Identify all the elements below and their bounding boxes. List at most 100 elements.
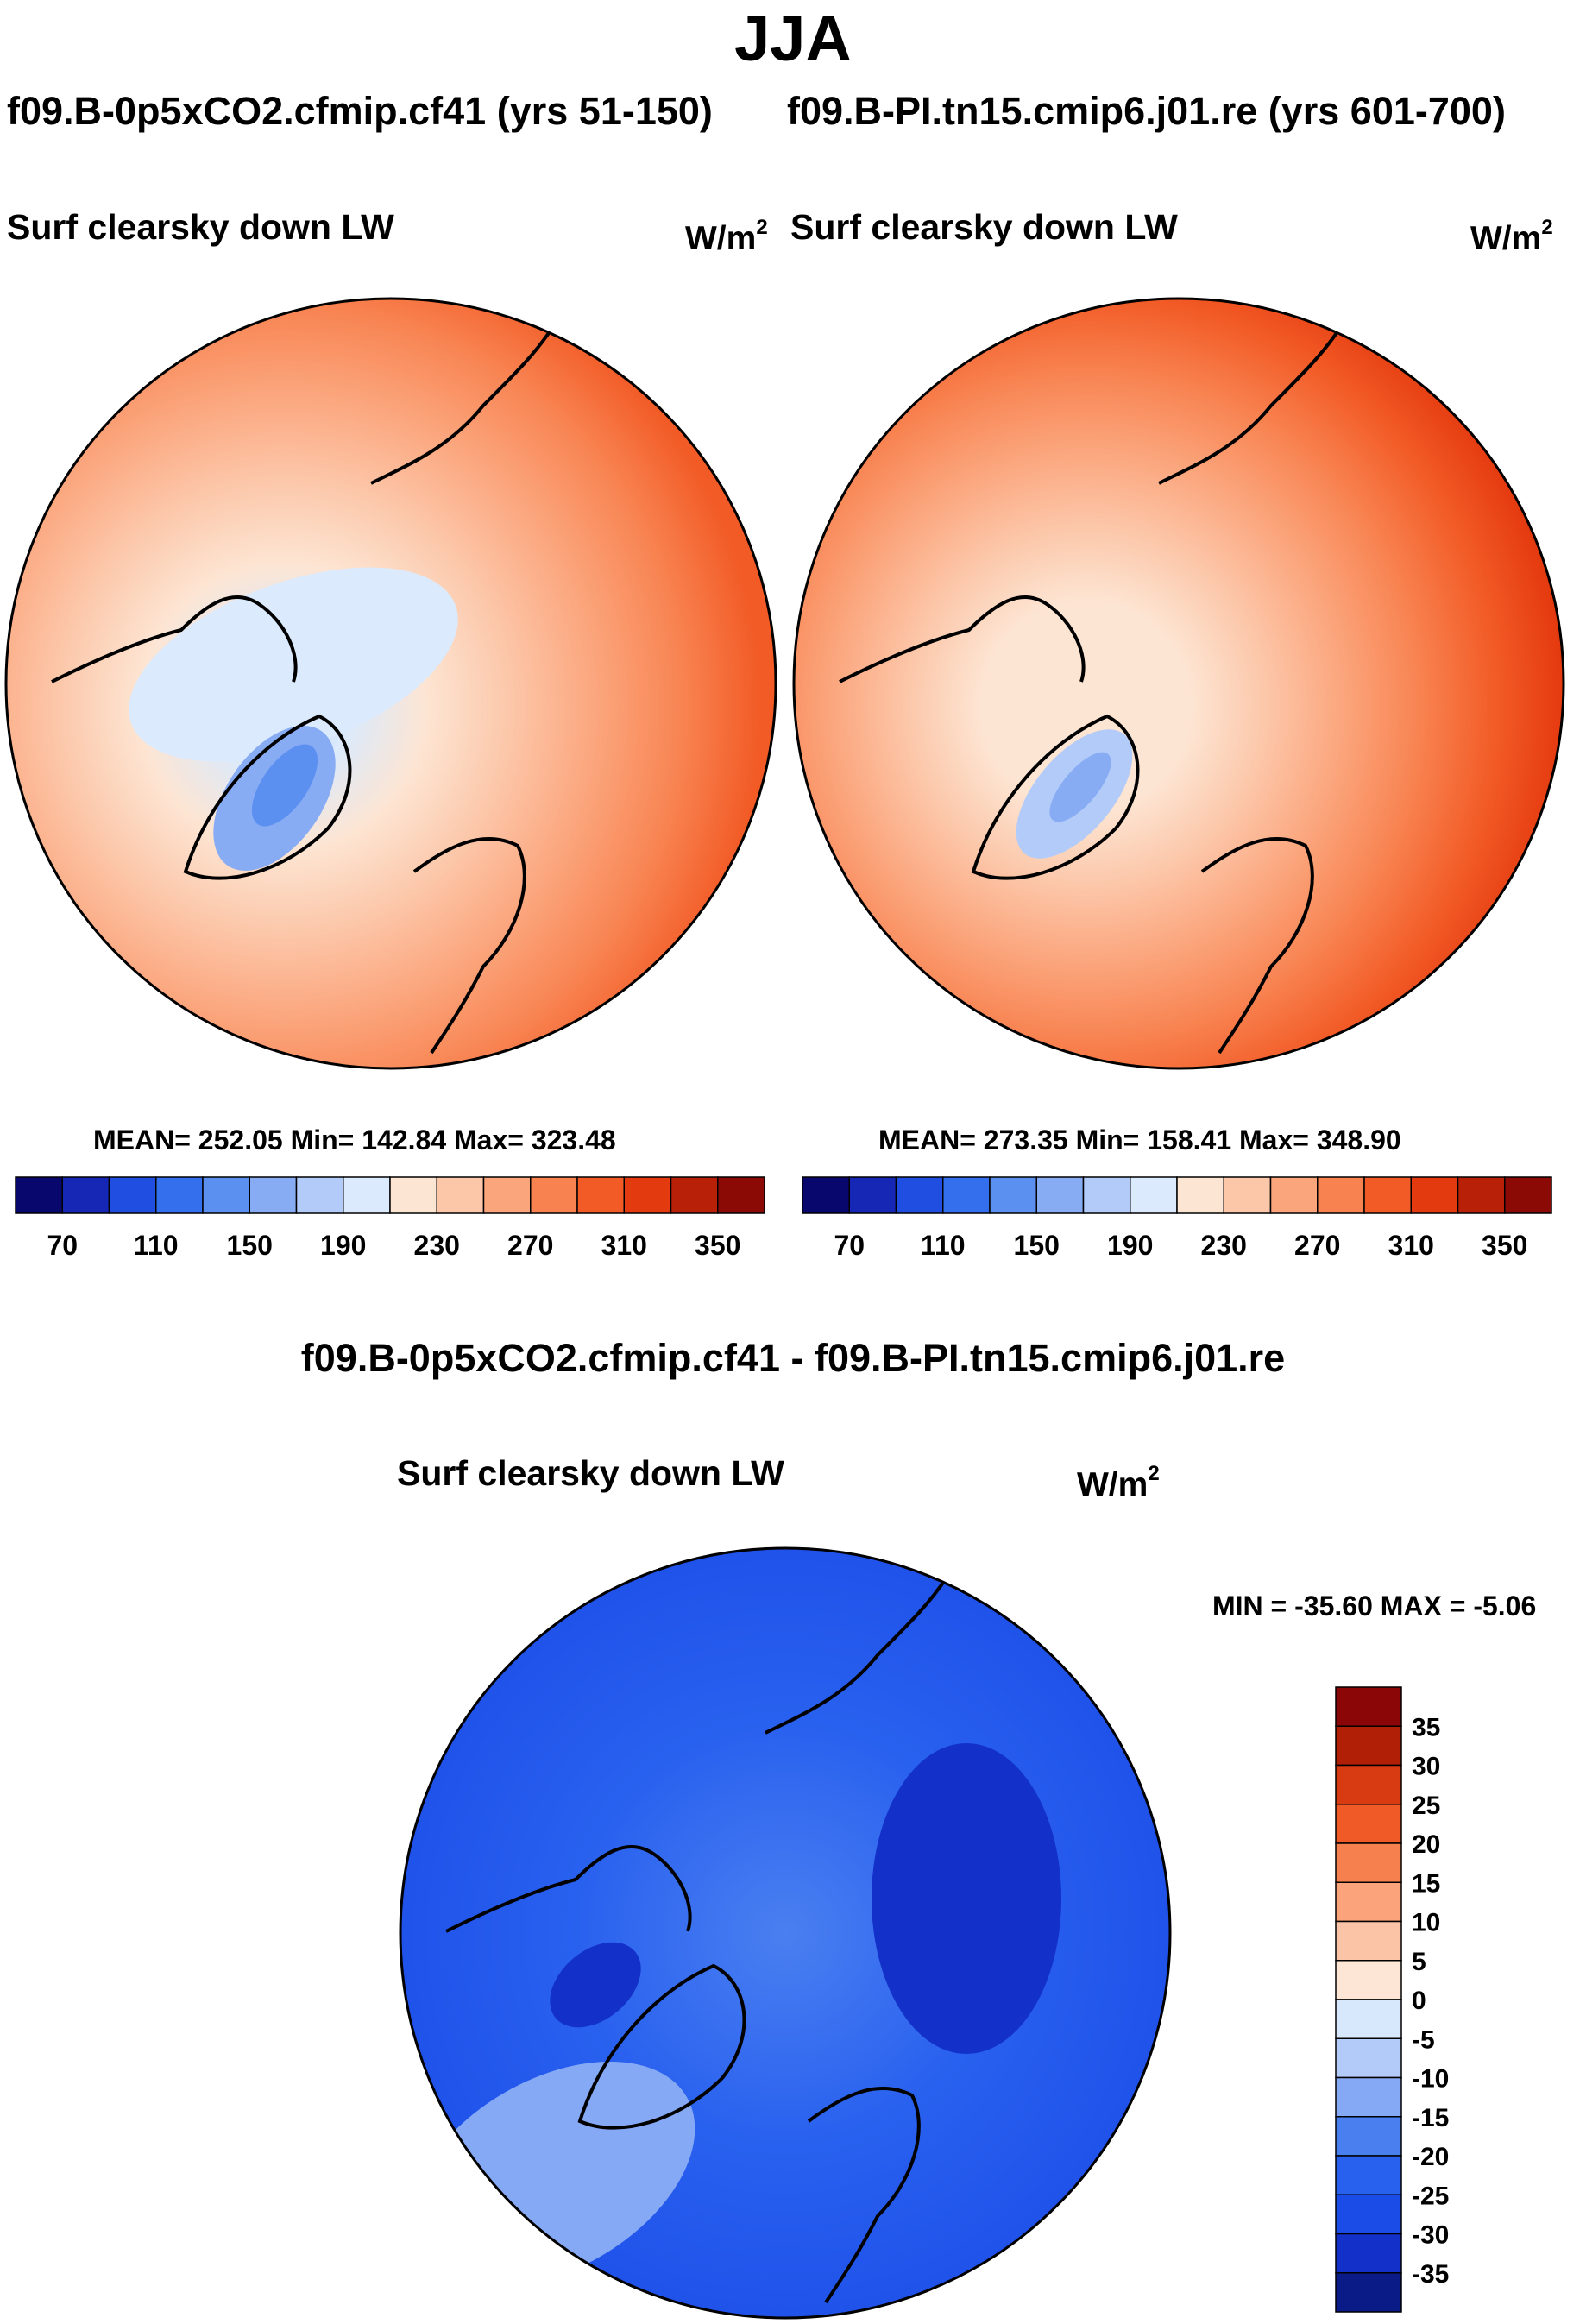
panel-b-colorbar-swatch	[1176, 1176, 1224, 1214]
panel-a-colorbar-tick-label: 70	[47, 1230, 78, 1261]
panel-b-colorbar-tick-label: 310	[1388, 1230, 1434, 1261]
panel-c-colorbar-tick-label: -35	[1412, 2260, 1449, 2289]
panel-b-colorbar-tick-label: 230	[1201, 1230, 1247, 1261]
panel-c-siberia-min	[872, 1743, 1061, 2054]
panel-c-colorbar-swatch	[1335, 1999, 1402, 2039]
panel-a-greenland-coast	[183, 714, 352, 880]
panel-c-map	[399, 1546, 1172, 2320]
panel-b-greenland-coast	[971, 714, 1140, 880]
panel-a-greenland-min	[251, 744, 318, 827]
panel-c-colorbar-swatch	[1335, 2037, 1402, 2079]
panel-c-colorbar-tick-label: 5	[1412, 1948, 1426, 1976]
panel-a-colorbar-tick-label: 190	[320, 1230, 366, 1261]
panel-b-map	[792, 297, 1565, 1070]
panel-c-colorbar-swatch	[1335, 1725, 1402, 1767]
panel-a-colorbar-swatch	[436, 1176, 485, 1214]
panel-a-colorbar-tick-label: 110	[134, 1230, 179, 1261]
panel-b-colorbar-tick-label: 70	[834, 1230, 865, 1261]
panel-a-ice-region	[129, 567, 458, 762]
panel-a-stats: MEAN= 252.05 Min= 142.84 Max= 323.48	[93, 1124, 616, 1156]
panel-c-colorbar-swatch	[1335, 1764, 1402, 1805]
panel-c-colorbar-tick-label: -5	[1412, 2025, 1435, 2054]
panel-b-colorbar-tick-label: 190	[1107, 1230, 1153, 1261]
panel-b-title: Surf clearsky down LW	[790, 207, 1178, 247]
panel-c-colorbar-swatch	[1335, 1842, 1402, 1883]
panel-a-colorbar-tick-label: 310	[601, 1230, 647, 1261]
panel-b-stats: MEAN= 273.35 Min= 158.41 Max= 348.90	[878, 1124, 1401, 1156]
panel-a-colorbar-swatch	[717, 1176, 765, 1214]
panel-c-colorbar-swatch	[1335, 1686, 1402, 1727]
case-b-header: f09.B-PI.tn15.cmip6.j01.re (yrs 601-700)	[787, 89, 1506, 134]
panel-b-colorbar-swatch	[1223, 1176, 1272, 1214]
panel-c-colorbar-swatch	[1335, 2194, 1402, 2235]
panel-c-colorbar-tick-label: 0	[1412, 1987, 1426, 2015]
panel-a-colorbar-swatch	[623, 1176, 672, 1214]
panel-a-colorbar-swatch	[389, 1176, 437, 1214]
panel-b-colorbar-swatch	[942, 1176, 991, 1214]
panel-c-colorbar-swatch	[1335, 1881, 1402, 1923]
panel-c-colorbar-swatch	[1335, 2076, 1402, 2118]
panel-a-colorbar-swatch	[482, 1176, 532, 1214]
panel-a-colorbar-swatch	[202, 1176, 250, 1214]
panel-b-colorbar-swatch	[848, 1176, 897, 1214]
panel-b-colorbar-tick-label: 350	[1482, 1230, 1527, 1261]
panel-b-colorbar-swatch	[1035, 1176, 1085, 1214]
panel-c-greenland-coast	[577, 1963, 746, 2130]
panel-b-colorbar-swatch	[802, 1176, 850, 1214]
panel-a-colorbar-tick-label: 150	[227, 1230, 273, 1261]
panel-c-colorbar-swatch	[1335, 2272, 1402, 2313]
panel-c-colorbar-tick-label: 15	[1412, 1869, 1440, 1898]
panel-a-colorbar-swatch	[61, 1176, 110, 1214]
panel-c-scandinavia-coast	[807, 2087, 921, 2304]
panel-b-colorbar-tick-label: 110	[921, 1230, 966, 1261]
panel-a-scandinavia-coast	[412, 837, 526, 1055]
panel-c-archipelago-min	[550, 1942, 641, 2028]
season-title: JJA	[734, 3, 852, 74]
diff-header: f09.B-0p5xCO2.cfmip.cf41 - f09.B-PI.tn15…	[300, 1336, 1286, 1380]
panel-c-colorbar-tick-label: -20	[1412, 2143, 1449, 2171]
panel-c-colorbar-swatch	[1335, 2155, 1402, 2195]
panel-b-colorbar-swatch	[1317, 1176, 1365, 1214]
case-a-name: f09.B-0p5xCO2.cfmip.cf41	[7, 89, 487, 133]
panel-b-colorbar-swatch	[989, 1176, 1037, 1214]
panel-a-colorbar-swatch	[576, 1176, 625, 1214]
panel-a-colorbar-tick-label: 270	[507, 1230, 553, 1261]
panel-c-colorbar-swatch	[1335, 1920, 1402, 1962]
panel-c-colorbar-tick-label: 10	[1412, 1909, 1440, 1937]
panel-a-colorbar-swatch	[155, 1176, 204, 1214]
panel-a-map	[4, 297, 777, 1070]
panel-b-units: W/m2	[1470, 216, 1553, 257]
panel-a-siberia-coast	[370, 326, 554, 485]
panel-a-colorbar-tick-label: 350	[695, 1230, 740, 1261]
panel-c-colorbar-tick-label: -25	[1412, 2182, 1449, 2210]
panel-c-colorbar-swatch	[1335, 1804, 1402, 1844]
panel-c-colorbar-tick-label: -15	[1412, 2104, 1449, 2132]
panel-c-colorbar-tick-label: 35	[1412, 1713, 1440, 1741]
panel-c-colorbar: 35 30 25 20 15 10 5 0 -5 -10 -15 -20 -25 -30 -35	[1335, 1686, 1449, 2313]
panel-c-canada-coast	[445, 1844, 692, 1933]
case-b-years: (yrs 601-700)	[1268, 89, 1506, 133]
panel-b-colorbar-swatch	[895, 1176, 944, 1214]
panel-b-siberia-coast	[1158, 326, 1342, 485]
panel-b-colorbar-swatch	[1269, 1176, 1319, 1214]
case-b-name: f09.B-PI.tn15.cmip6.j01.re	[787, 89, 1258, 133]
panel-b-colorbar-swatch	[1082, 1176, 1131, 1214]
panel-a-units: W/m2	[685, 216, 768, 257]
panel-a-colorbar-swatch	[15, 1176, 63, 1214]
panel-b-colorbar-swatch	[1130, 1176, 1178, 1214]
panel-b-colorbar-swatch	[1504, 1176, 1552, 1214]
panel-b-colorbar-swatch	[1410, 1176, 1459, 1214]
panel-c-colorbar-tick-label: -10	[1412, 2065, 1449, 2094]
panel-c-siberia-coast	[765, 1576, 948, 1735]
panel-b-scandinavia-coast	[1200, 837, 1314, 1055]
panel-c-minmax: MIN = -35.60 MAX = -5.06	[1212, 1590, 1537, 1622]
panel-c-colorbar-tick-label: 20	[1412, 1830, 1440, 1859]
case-a-years: (yrs 51-150)	[496, 89, 713, 133]
panel-b-greenland-min	[1049, 752, 1111, 822]
panel-a-colorbar-swatch	[249, 1176, 298, 1214]
panel-c-colorbar-swatch	[1335, 1960, 1402, 2000]
panel-c-title: Surf clearsky down LW	[397, 1453, 784, 1493]
panel-b-colorbar-tick-label: 150	[1014, 1230, 1060, 1261]
panel-b-colorbar: 70 110 150 190 230 270 310 350	[802, 1176, 1552, 1261]
